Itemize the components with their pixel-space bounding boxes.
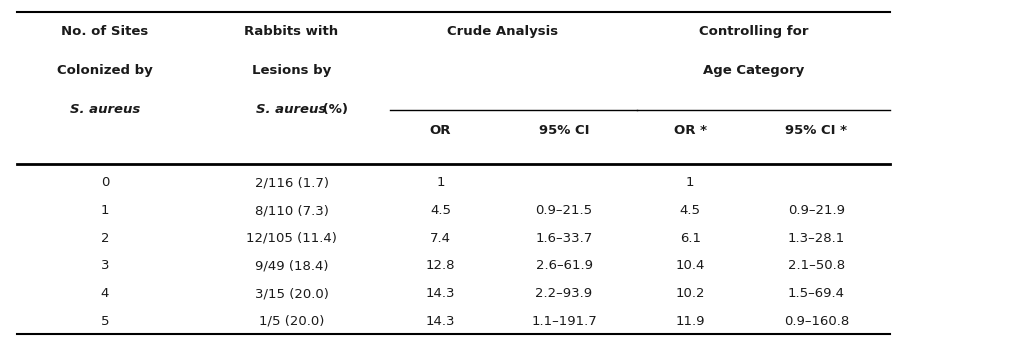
Text: 95% CI *: 95% CI *	[785, 123, 846, 136]
Text: Rabbits with: Rabbits with	[245, 25, 339, 38]
Text: 12/105 (11.4): 12/105 (11.4)	[246, 232, 337, 245]
Text: 9/49 (18.4): 9/49 (18.4)	[255, 260, 328, 273]
Text: 1.1–191.7: 1.1–191.7	[531, 315, 596, 328]
Text: 3: 3	[100, 260, 109, 273]
Text: 4: 4	[100, 287, 109, 300]
Text: 12.8: 12.8	[426, 260, 455, 273]
Text: 10.4: 10.4	[674, 260, 705, 273]
Text: 3/15 (20.0): 3/15 (20.0)	[255, 287, 329, 300]
Text: Crude Analysis: Crude Analysis	[446, 25, 557, 38]
Text: 1.6–33.7: 1.6–33.7	[535, 232, 592, 245]
Text: 0.9–21.9: 0.9–21.9	[787, 204, 844, 217]
Text: 4.5: 4.5	[679, 204, 700, 217]
Text: 6.1: 6.1	[679, 232, 700, 245]
Text: 2: 2	[100, 232, 109, 245]
Text: S. aureus: S. aureus	[70, 103, 140, 116]
Text: OR *: OR *	[673, 123, 706, 136]
Text: 14.3: 14.3	[426, 287, 455, 300]
Text: 10.2: 10.2	[674, 287, 705, 300]
Text: 0.9–21.5: 0.9–21.5	[535, 204, 592, 217]
Text: 95% CI: 95% CI	[538, 123, 588, 136]
Text: 2/116 (1.7): 2/116 (1.7)	[255, 176, 329, 189]
Text: Lesions by: Lesions by	[252, 64, 331, 77]
Text: No. of Sites: No. of Sites	[61, 25, 149, 38]
Text: 7.4: 7.4	[430, 232, 451, 245]
Text: 2.2–93.9: 2.2–93.9	[535, 287, 592, 300]
Text: 1/5 (20.0): 1/5 (20.0)	[259, 315, 324, 328]
Text: Age Category: Age Category	[702, 64, 803, 77]
Text: 0.9–160.8: 0.9–160.8	[783, 315, 848, 328]
Text: 1: 1	[685, 176, 694, 189]
Text: OR: OR	[430, 123, 451, 136]
Text: 1.3–28.1: 1.3–28.1	[787, 232, 844, 245]
Text: 1: 1	[100, 204, 109, 217]
Text: 0: 0	[100, 176, 109, 189]
Text: S. aureus: S. aureus	[256, 103, 327, 116]
Text: (%): (%)	[317, 103, 348, 116]
Text: 2.6–61.9: 2.6–61.9	[535, 260, 592, 273]
Text: 8/110 (7.3): 8/110 (7.3)	[255, 204, 329, 217]
Text: 1: 1	[436, 176, 444, 189]
Text: Colonized by: Colonized by	[57, 64, 153, 77]
Text: 4.5: 4.5	[430, 204, 451, 217]
Text: 1.5–69.4: 1.5–69.4	[787, 287, 844, 300]
Text: 11.9: 11.9	[674, 315, 705, 328]
Text: Controlling for: Controlling for	[698, 25, 807, 38]
Text: 2.1–50.8: 2.1–50.8	[787, 260, 844, 273]
Text: 5: 5	[100, 315, 109, 328]
Text: 14.3: 14.3	[426, 315, 455, 328]
